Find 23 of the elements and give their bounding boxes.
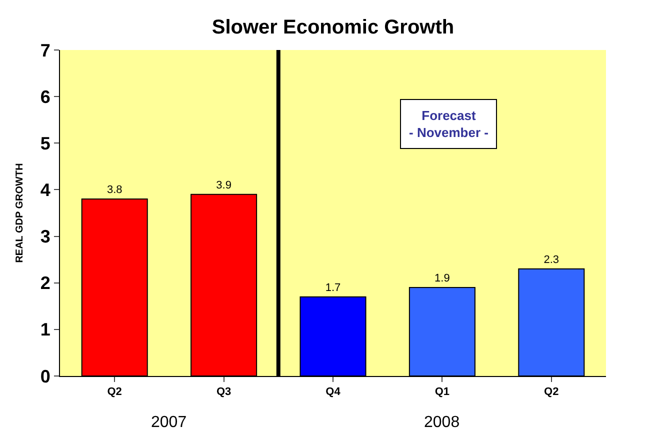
data-label: 3.9	[216, 179, 232, 192]
y-tick-label: 7	[40, 40, 50, 60]
annotation: Forecast - November -	[409, 108, 488, 140]
y-tick-label: 4	[40, 180, 50, 200]
x-tick-label: Q3	[216, 386, 232, 398]
x-tick-label: Q1	[434, 386, 450, 398]
y-tick-label: 0	[40, 366, 50, 386]
x-tick-label: Q2	[107, 386, 122, 398]
y-tick-label: 5	[40, 133, 50, 154]
text: 2007	[151, 414, 187, 431]
y-tick-label: 3	[40, 226, 50, 247]
y-tick-label: 1	[40, 320, 50, 340]
data-label: 1.7	[325, 282, 341, 294]
chart-title: Slower Economic Growth	[212, 16, 454, 39]
x-tick-label: Q2	[544, 386, 559, 398]
data-label: 3.8	[106, 184, 122, 196]
y-tick-label: 2	[40, 273, 50, 294]
y-axis-title: REAL GDP GROWTH	[14, 163, 26, 263]
data-label: 2.3	[544, 254, 560, 266]
x-tick-label: Q4	[326, 386, 342, 398]
data-label: 1.9	[434, 272, 450, 285]
text: 2008	[424, 414, 460, 431]
y-tick-label: 6	[40, 86, 50, 107]
